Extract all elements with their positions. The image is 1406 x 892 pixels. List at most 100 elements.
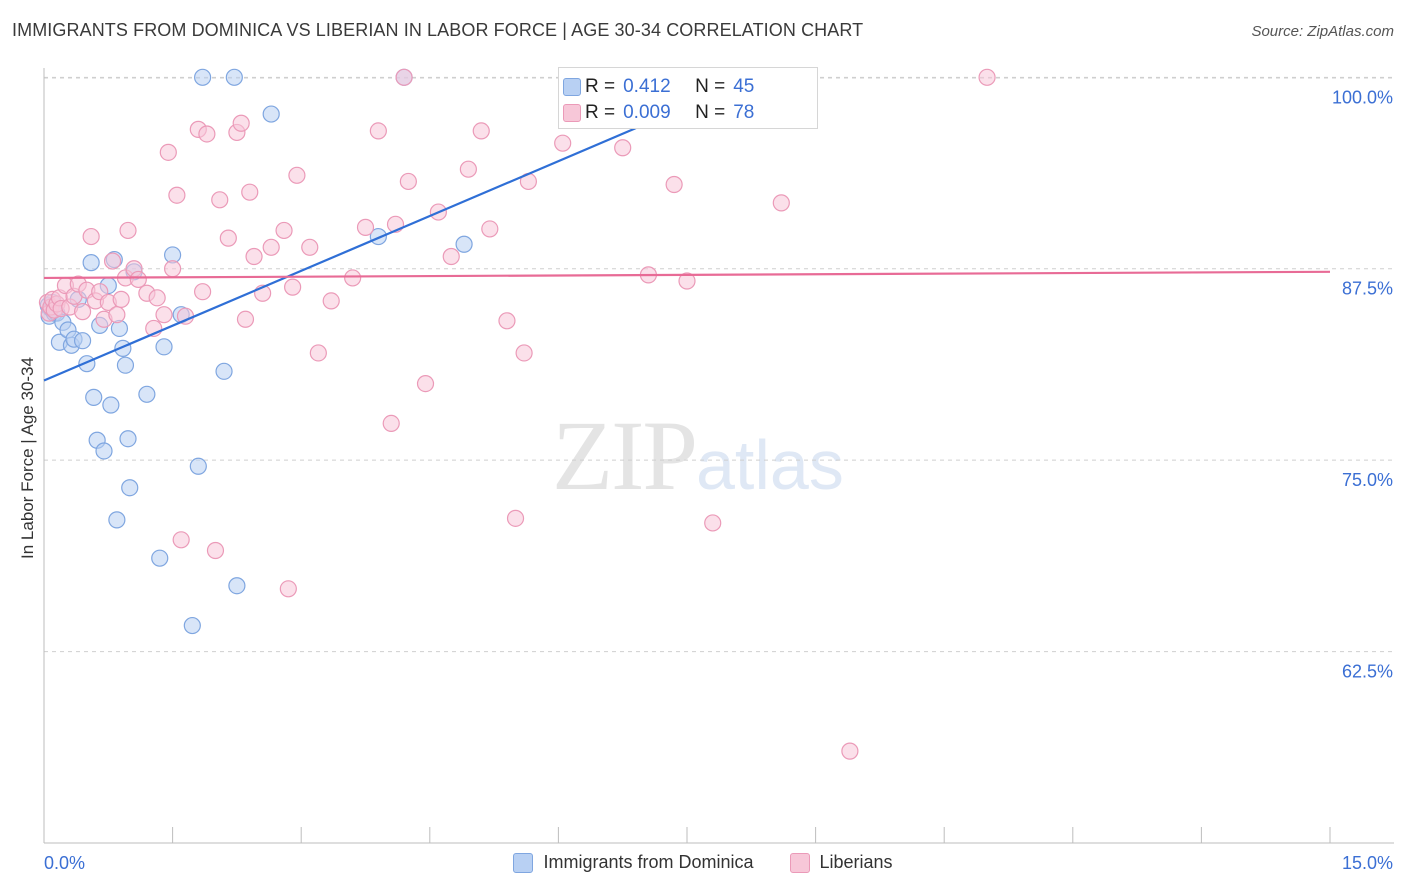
y-tick-label: 62.5% <box>1342 662 1393 682</box>
liberian-point <box>301 238 319 256</box>
liberian-point <box>103 252 122 270</box>
liberian-point <box>172 531 190 549</box>
liberian-point <box>194 283 212 301</box>
dominica-point <box>455 235 473 253</box>
legend-r-value: 0.009 <box>623 102 671 123</box>
dominica-point <box>194 68 212 86</box>
liberian-point <box>168 186 186 204</box>
liberian-point <box>112 290 130 308</box>
dominica-point <box>183 616 201 635</box>
liberian-point <box>772 194 790 212</box>
x-tick-label: 15.0% <box>1342 853 1393 873</box>
dominica-point <box>102 396 120 414</box>
liberian-point <box>198 125 216 143</box>
liberian-point <box>678 272 696 290</box>
legend-swatch-dominica <box>563 78 581 96</box>
liberian-point <box>206 541 225 560</box>
dominica-point <box>85 388 103 406</box>
liberian-point <box>515 344 533 362</box>
legend-label-liberians: Liberians <box>819 852 893 872</box>
liberian-point <box>211 191 229 209</box>
liberian-point <box>614 139 632 157</box>
liberian-point <box>219 229 237 247</box>
liberian-point <box>288 166 306 184</box>
liberian-point <box>704 514 722 532</box>
dominica-point <box>189 457 207 475</box>
liberian-point <box>554 134 572 152</box>
liberian-point <box>245 247 263 266</box>
dominica-point <box>82 254 100 272</box>
liberian-point <box>108 306 126 324</box>
legend-swatch-liberians <box>563 104 581 122</box>
correlation-legend: R = 0.412 N = 45 R = 0.009 N = 78 <box>558 67 818 129</box>
dominica-point <box>73 332 92 350</box>
liberian-point <box>275 221 293 240</box>
liberian-point <box>978 68 996 86</box>
legend-n-label: N = <box>695 102 726 123</box>
y-tick-label: 100.0% <box>1332 87 1393 107</box>
liberian-point <box>416 374 435 393</box>
liberian-point <box>232 114 250 132</box>
grid-layer <box>44 76 1394 653</box>
liberian-point <box>459 160 477 178</box>
liberian-point <box>73 303 92 321</box>
liberian-point <box>119 221 137 240</box>
watermark-zip: ZIP <box>552 400 698 511</box>
dominica-point <box>262 105 280 123</box>
liberian-point <box>284 278 302 296</box>
liberian-point <box>309 344 327 362</box>
dominica-point <box>225 68 243 86</box>
liberian-point <box>279 580 297 598</box>
dominica-point <box>119 430 137 448</box>
axis-layer <box>43 68 1394 844</box>
legend-item-dominica[interactable]: Immigrants from Dominica <box>513 852 754 873</box>
liberian-point <box>155 306 173 324</box>
watermark: ZIPatlas <box>552 398 844 513</box>
series-legend: Immigrants from Dominica Liberians <box>0 852 1406 873</box>
dominica-point <box>116 356 135 374</box>
liberian-point <box>159 143 177 161</box>
legend-n-label: N = <box>695 76 726 97</box>
liberian-point <box>164 260 182 278</box>
liberian-point <box>369 122 387 140</box>
dominica-point <box>155 338 173 356</box>
liberian-point <box>395 68 413 86</box>
dominica-point <box>121 479 139 497</box>
legend-n-value: 78 <box>733 102 755 123</box>
trend-layer <box>43 87 1331 382</box>
liberian-point <box>506 509 525 527</box>
legend-r-value: 0.412 <box>623 76 671 97</box>
liberian-point <box>241 183 259 201</box>
liberian-point <box>262 238 280 256</box>
dominica-trendline <box>43 87 731 382</box>
liberian-point <box>665 175 683 194</box>
liberian-point <box>356 218 375 236</box>
liberian-point <box>82 227 100 246</box>
liberian-point <box>442 247 460 266</box>
legend-r-label: R = <box>585 102 616 123</box>
liberian-point <box>498 312 516 330</box>
y-tick-label: 87.5% <box>1342 279 1393 299</box>
liberian-point <box>841 742 859 760</box>
chart-title: IMMIGRANTS FROM DOMINICA VS LIBERIAN IN … <box>12 20 864 40</box>
watermark-atlas: atlas <box>696 426 844 504</box>
legend-swatch-liberians <box>789 852 810 873</box>
liberian-point <box>481 220 499 238</box>
legend-n-value: 45 <box>733 76 755 97</box>
tick-label-layer: 100.0% 87.5% 75.0% 62.5% 0.0% 15.0% <box>44 87 1393 873</box>
liberian-point <box>344 269 362 287</box>
legend-row-dominica: R = 0.412 N = 45 <box>563 74 755 100</box>
dominica-point <box>215 362 233 380</box>
legend-label-dominica: Immigrants from Dominica <box>543 852 754 872</box>
source-label: Source: ZipAtlas.com <box>1251 23 1394 40</box>
legend-item-liberians[interactable]: Liberians <box>789 852 893 873</box>
liberian-point <box>399 172 417 191</box>
dominica-point <box>138 385 156 403</box>
liberian-point <box>236 310 255 328</box>
liberian-trendline <box>43 270 1331 280</box>
dominica-point <box>151 549 169 567</box>
legend-row-liberians: R = 0.009 N = 78 <box>563 100 755 126</box>
points-layer <box>38 68 996 760</box>
dominica-point <box>228 577 246 595</box>
